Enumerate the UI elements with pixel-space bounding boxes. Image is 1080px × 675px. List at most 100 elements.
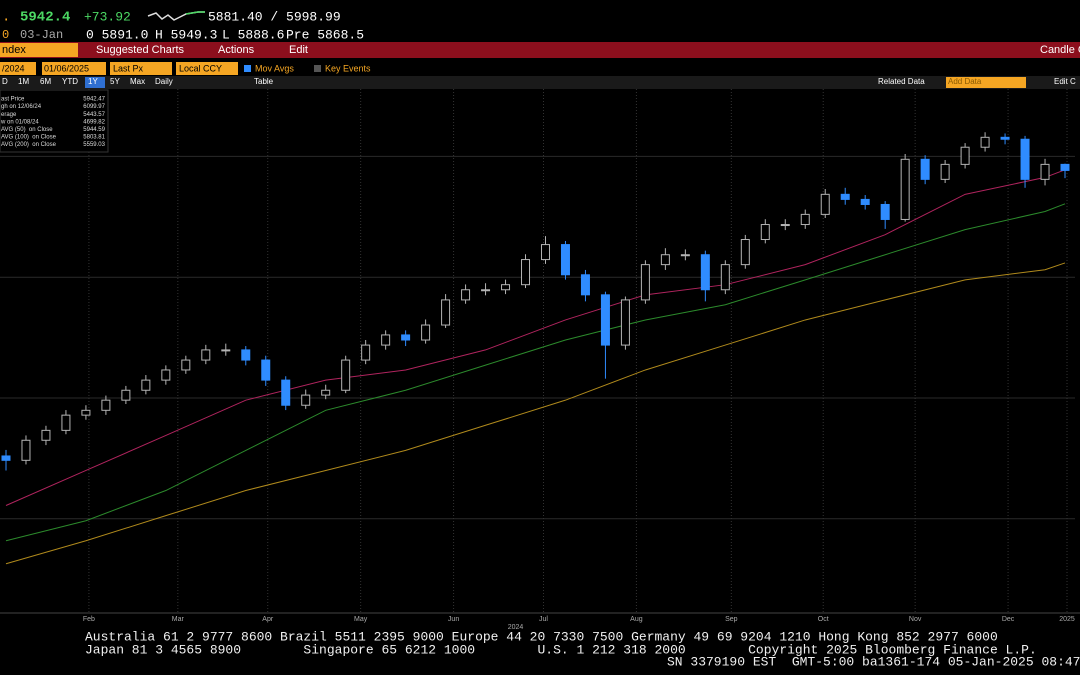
candle-body bbox=[341, 359, 351, 391]
sparkline-up bbox=[185, 11, 205, 15]
row2-pre: Pre 5868.5 bbox=[286, 27, 364, 42]
candle-body bbox=[980, 136, 990, 148]
candle-body bbox=[920, 158, 930, 180]
security[interactable]: ndex bbox=[2, 44, 26, 56]
candle-body bbox=[740, 239, 750, 266]
end-date[interactable]: 01/06/2025 bbox=[44, 63, 89, 73]
range-button[interactable]: Max bbox=[130, 77, 145, 86]
range-button[interactable]: YTD bbox=[62, 77, 78, 86]
x-tick-label: Aug bbox=[630, 616, 643, 623]
candle-body bbox=[1000, 136, 1010, 140]
bid-ask: 5881.40 / 5998.99 bbox=[208, 9, 341, 24]
candle-body bbox=[560, 244, 570, 276]
x-tick-label: Mar bbox=[172, 616, 185, 623]
security-box[interactable] bbox=[0, 43, 78, 57]
range-buttons: D 1M 6M YTD 1Y 5Y Max bbox=[2, 77, 145, 86]
legend-label: AVG (100) on Close bbox=[1, 135, 57, 141]
candle-body bbox=[421, 324, 431, 341]
candle-body bbox=[580, 274, 590, 296]
candle-body bbox=[1, 455, 11, 461]
candle-body bbox=[101, 399, 111, 411]
candle-body bbox=[840, 193, 850, 200]
row2-date: 03-Jan bbox=[20, 28, 63, 42]
table[interactable]: Table bbox=[254, 77, 274, 86]
candle-body bbox=[201, 349, 211, 361]
candle-body bbox=[41, 429, 51, 441]
x-tick-label: Jul bbox=[539, 616, 548, 623]
legend-value: 5559.03 bbox=[83, 142, 105, 148]
field[interactable]: Last Px bbox=[113, 63, 144, 73]
candle-body bbox=[361, 344, 371, 361]
candle-body bbox=[221, 349, 231, 352]
candle-body bbox=[660, 254, 670, 266]
range-button[interactable]: 1M bbox=[18, 77, 29, 86]
candle-body bbox=[141, 379, 151, 391]
candle-body bbox=[301, 394, 311, 406]
candle-body bbox=[481, 289, 491, 292]
currency[interactable]: Local CCY bbox=[179, 63, 222, 73]
candle-body bbox=[680, 254, 690, 257]
moving-average bbox=[5, 262, 1066, 565]
candle-body bbox=[960, 146, 970, 165]
key-events[interactable]: Key Events bbox=[325, 63, 371, 73]
candle-body bbox=[1020, 138, 1030, 180]
ccy-box[interactable] bbox=[176, 62, 238, 75]
row2-flag: 0 bbox=[2, 28, 9, 42]
legend-label: erage bbox=[1, 112, 17, 118]
candle-body bbox=[241, 349, 251, 361]
range-button[interactable]: 6M bbox=[40, 77, 51, 86]
x-tick-label: Apr bbox=[262, 616, 274, 623]
add-data[interactable]: Add Data bbox=[948, 77, 982, 86]
legend-label: AVG (50) on Close bbox=[1, 127, 53, 133]
candle-body bbox=[1040, 163, 1050, 180]
start-date[interactable]: /2024 bbox=[2, 63, 25, 73]
range-bar bbox=[0, 76, 1080, 89]
checkbox[interactable] bbox=[314, 65, 321, 72]
actions[interactable]: Actions bbox=[218, 44, 255, 56]
legend-label: AVG (200) on Close bbox=[1, 142, 57, 148]
mov-avgs[interactable]: Mov Avgs bbox=[255, 63, 294, 73]
x-tick-label: 2025 bbox=[1059, 616, 1075, 623]
row2-low: L 5888.6 bbox=[222, 27, 284, 42]
suggested-charts[interactable]: Suggested Charts bbox=[96, 44, 185, 56]
related-data[interactable]: Related Data bbox=[878, 77, 925, 86]
candle-body bbox=[800, 213, 810, 226]
change: +73.92 bbox=[84, 9, 131, 24]
legend-value: 5944.59 bbox=[83, 127, 105, 133]
candle-body bbox=[640, 264, 650, 301]
candle-body bbox=[501, 284, 511, 291]
period[interactable]: Daily bbox=[155, 77, 173, 86]
candle-body bbox=[940, 163, 950, 180]
legend-value: 6099.97 bbox=[83, 104, 105, 110]
end-box[interactable] bbox=[42, 62, 106, 75]
candle-body bbox=[461, 289, 471, 301]
row2-open: 0 5891.0 bbox=[86, 27, 148, 42]
candle-body bbox=[540, 244, 550, 261]
range-button[interactable]: 5Y bbox=[110, 77, 120, 86]
field-box[interactable] bbox=[110, 62, 172, 75]
candle-body bbox=[1060, 163, 1070, 171]
candle-body bbox=[620, 299, 630, 346]
candle-body bbox=[21, 439, 31, 461]
footer: Australia 61 2 9777 8600 Brazil 5511 239… bbox=[85, 629, 1080, 669]
candle-body bbox=[760, 224, 770, 241]
checkbox[interactable] bbox=[244, 65, 251, 72]
start-box[interactable] bbox=[0, 62, 36, 75]
moving-average bbox=[5, 169, 1066, 506]
last-price: 5942.4 bbox=[20, 10, 70, 26]
x-tick-label: Sep bbox=[725, 616, 738, 623]
candle-body bbox=[441, 299, 451, 326]
candle-body bbox=[900, 158, 910, 220]
range-button[interactable]: D bbox=[2, 77, 8, 86]
edit-chart[interactable]: Edit C bbox=[1054, 77, 1076, 86]
range-selected bbox=[85, 77, 105, 88]
add-data-box[interactable] bbox=[946, 77, 1026, 88]
candle-body bbox=[181, 359, 191, 371]
toolbar bbox=[0, 42, 1080, 58]
range-button[interactable]: 1Y bbox=[88, 77, 98, 86]
chart-type[interactable]: Candle C bbox=[1040, 44, 1080, 56]
edit[interactable]: Edit bbox=[289, 44, 308, 56]
candle-body bbox=[780, 224, 790, 227]
